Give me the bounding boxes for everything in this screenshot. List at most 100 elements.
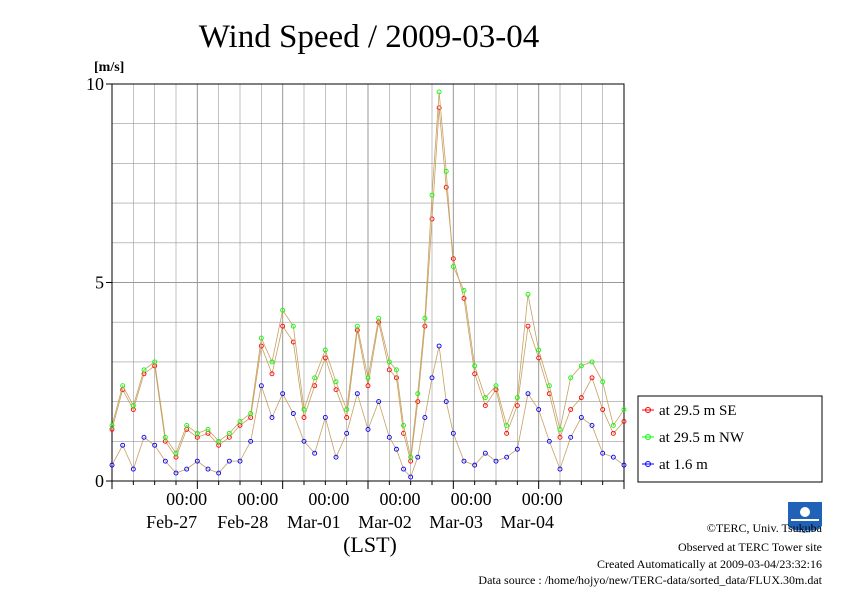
data-point [184, 466, 190, 472]
data-point [443, 168, 449, 174]
data-point [610, 430, 616, 436]
data-point [322, 347, 328, 353]
data-point [376, 315, 382, 321]
y-tick-label: 5 [95, 273, 104, 293]
data-point [393, 375, 399, 381]
data-point [422, 415, 428, 420]
data-point [493, 458, 499, 464]
data-point [482, 395, 488, 401]
data-point [258, 343, 264, 349]
data-point [514, 395, 520, 401]
data-point [621, 419, 627, 424]
data-point [436, 343, 442, 349]
data-point [280, 307, 286, 313]
data-point [152, 442, 158, 448]
data-point [141, 434, 147, 440]
data-point [184, 422, 190, 428]
data-point [578, 363, 584, 369]
data-point [415, 454, 421, 460]
data-point [344, 415, 350, 420]
legend: at 29.5 m SE at 29.5 m NW at 1.6 m [637, 395, 823, 483]
legend-marker [645, 407, 651, 413]
x-tick-time-label: 00:00 [522, 489, 563, 509]
data-point [600, 407, 606, 412]
data-point [482, 403, 488, 409]
x-axis-label: (LST) [343, 532, 397, 557]
data-point [408, 454, 414, 460]
data-point [258, 383, 264, 389]
data-point [621, 462, 627, 468]
data-point [443, 184, 449, 190]
data-point [525, 291, 531, 297]
data-point [557, 466, 563, 472]
chart-title: Wind Speed / 2009-03-04 [199, 19, 540, 55]
data-point [589, 375, 595, 381]
data-point [589, 422, 595, 428]
data-point [472, 462, 478, 468]
series-group [109, 89, 627, 480]
grid [112, 84, 624, 481]
data-point [429, 216, 435, 222]
data-point [536, 347, 542, 353]
x-tick-date-label: Feb-28 [217, 512, 268, 532]
series-line [111, 91, 625, 458]
data-point [344, 430, 350, 436]
data-point [472, 371, 478, 377]
series-line [111, 107, 625, 462]
x-tick-time-label: 00:00 [379, 489, 420, 509]
footer-created: Created Automatically at 2009-03-04/23:3… [597, 557, 822, 571]
data-point [546, 383, 552, 389]
data-point [578, 415, 584, 420]
data-point [401, 422, 407, 428]
data-point [269, 371, 275, 377]
data-point [290, 411, 296, 416]
data-point [365, 375, 371, 381]
data-point [557, 434, 563, 440]
legend-items: at 29.5 m SE at 29.5 m NW at 1.6 m [642, 403, 745, 473]
data-point [248, 438, 254, 444]
data-point [173, 470, 179, 476]
data-point [557, 426, 563, 432]
data-point [408, 474, 414, 480]
data-point [130, 466, 136, 472]
data-point [568, 434, 574, 440]
y-axis-label: [m/s] [94, 60, 124, 75]
data-point [422, 315, 428, 321]
x-tick-date-label: Mar-03 [429, 512, 483, 532]
data-point [450, 256, 456, 262]
footer-datasource: Data source : /home/hojyo/new/TERC-data/… [478, 573, 822, 587]
data-point [205, 466, 211, 472]
series-0 [109, 105, 627, 464]
data-point [536, 407, 542, 412]
data-point [525, 391, 531, 397]
data-point [312, 450, 318, 456]
data-point [280, 391, 286, 397]
data-point [141, 367, 147, 373]
data-point [610, 422, 616, 428]
data-point [621, 407, 627, 412]
data-point [130, 403, 136, 409]
y-tick-label: 10 [86, 74, 104, 94]
data-point [436, 89, 442, 95]
data-point [205, 426, 211, 432]
x-tick-time-label: 00:00 [237, 489, 278, 509]
data-point [525, 323, 531, 329]
data-point [269, 359, 275, 365]
data-point [472, 363, 478, 369]
terc-logo: TERC [788, 502, 822, 537]
data-point [461, 458, 467, 464]
data-point [493, 383, 499, 389]
data-point [226, 458, 232, 464]
data-point [429, 375, 435, 381]
legend-label: at 29.5 m SE [659, 403, 737, 419]
x-tick-date-label: Mar-01 [287, 512, 341, 532]
data-point [461, 295, 467, 301]
data-point [354, 391, 360, 397]
data-point [109, 462, 115, 468]
data-point [301, 415, 307, 420]
footer-copyright: ©TERC, Univ. Tsukuba [707, 521, 823, 535]
data-point [450, 430, 456, 436]
data-point [333, 454, 339, 460]
